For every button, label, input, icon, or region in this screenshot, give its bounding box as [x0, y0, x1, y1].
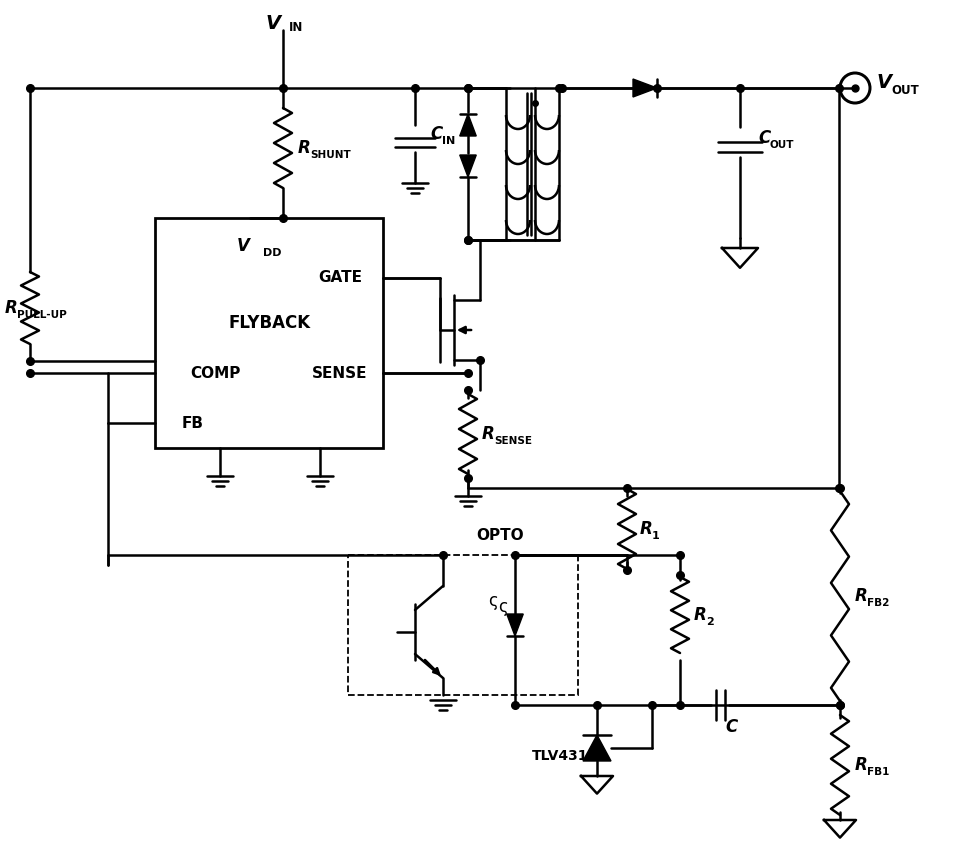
- Text: ς: ς: [498, 598, 508, 616]
- Polygon shape: [633, 79, 657, 97]
- Text: R: R: [694, 606, 707, 624]
- Text: R: R: [298, 139, 311, 157]
- Text: 1: 1: [652, 531, 660, 541]
- Polygon shape: [460, 155, 476, 177]
- Text: OUT: OUT: [891, 84, 919, 96]
- Polygon shape: [583, 735, 611, 761]
- Text: COMP: COMP: [190, 365, 240, 381]
- Text: IN: IN: [289, 21, 303, 34]
- FancyBboxPatch shape: [155, 218, 383, 448]
- Text: V: V: [877, 74, 892, 92]
- Text: FB: FB: [182, 415, 204, 431]
- Text: GATE: GATE: [318, 271, 362, 285]
- Text: R: R: [640, 520, 653, 538]
- Text: R: R: [855, 587, 868, 605]
- Text: 2: 2: [706, 617, 713, 627]
- Text: FB2: FB2: [867, 598, 889, 608]
- Text: R: R: [5, 299, 17, 317]
- Text: SHUNT: SHUNT: [310, 150, 350, 160]
- Text: R: R: [482, 425, 494, 443]
- Text: R: R: [855, 756, 868, 774]
- Text: C: C: [758, 129, 770, 147]
- Text: C: C: [725, 718, 737, 736]
- Text: TLV431: TLV431: [532, 749, 588, 763]
- Text: SENSE: SENSE: [312, 365, 368, 381]
- Text: FB1: FB1: [867, 767, 889, 777]
- FancyBboxPatch shape: [348, 555, 578, 695]
- Text: V: V: [237, 237, 250, 255]
- Text: OUT: OUT: [770, 140, 795, 150]
- Text: ς: ς: [488, 592, 498, 610]
- Text: FLYBACK: FLYBACK: [228, 314, 311, 332]
- Text: DD: DD: [263, 248, 281, 258]
- Polygon shape: [460, 114, 476, 136]
- Text: PULL-UP: PULL-UP: [17, 310, 67, 320]
- Text: C: C: [430, 125, 443, 143]
- Polygon shape: [507, 614, 523, 636]
- Text: SENSE: SENSE: [494, 436, 532, 446]
- Text: V: V: [266, 14, 281, 33]
- Text: OPTO: OPTO: [476, 528, 524, 543]
- Text: IN: IN: [442, 136, 455, 146]
